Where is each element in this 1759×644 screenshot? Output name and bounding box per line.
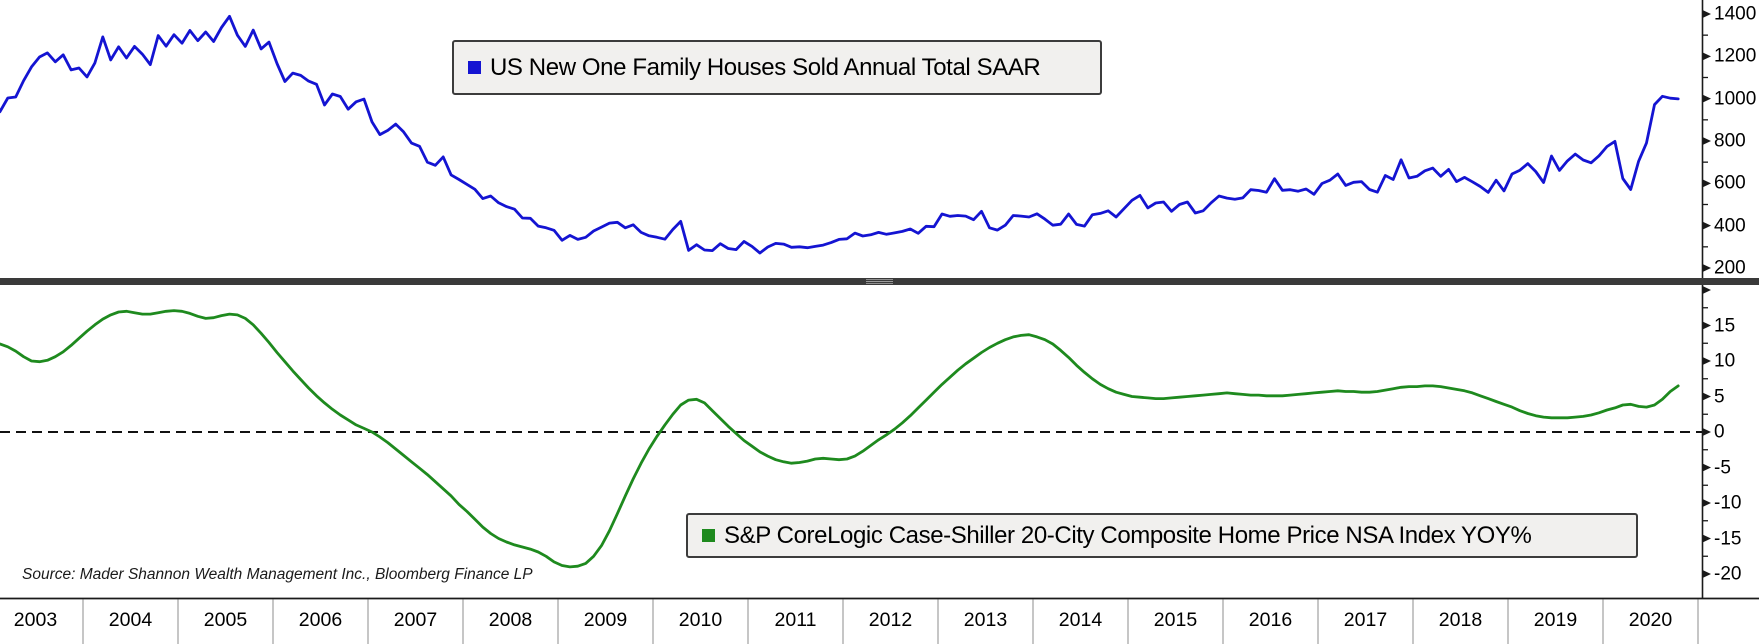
major-tick <box>1702 9 1711 18</box>
y-tick-label: 800 <box>1714 130 1746 152</box>
y-tick-label: 1400 <box>1714 3 1757 25</box>
year-label: 2016 <box>1248 609 1293 631</box>
y-tick-label: -15 <box>1714 528 1742 549</box>
major-tick <box>1702 463 1711 472</box>
year-label: 2013 <box>963 609 1008 631</box>
y-tick-label: -5 <box>1714 457 1731 478</box>
major-tick <box>1702 428 1711 436</box>
green-series-swatch-icon <box>702 529 715 542</box>
y-tick-label: 1000 <box>1714 88 1757 110</box>
year-label: 2014 <box>1058 609 1103 631</box>
major-tick <box>1702 136 1711 145</box>
y-tick-label: 15 <box>1714 315 1736 336</box>
y-tick-label: -10 <box>1714 492 1742 514</box>
year-label: 2020 <box>1628 609 1673 631</box>
major-tick <box>1702 534 1711 543</box>
y-tick-label: 0 <box>1714 421 1725 443</box>
major-tick <box>1702 221 1711 230</box>
year-label: 2018 <box>1438 609 1483 631</box>
year-label: 2007 <box>393 609 438 631</box>
major-tick <box>1702 286 1711 294</box>
year-label: 2004 <box>108 609 153 631</box>
year-label: 2017 <box>1343 609 1388 631</box>
y-tick-label: 5 <box>1714 386 1725 407</box>
y-tick-label: 400 <box>1714 215 1746 237</box>
houses-sold-line <box>0 14 1680 255</box>
year-label: 2006 <box>298 609 343 631</box>
legend-houses-sold-label: US New One Family Houses Sold Annual Tot… <box>490 53 1041 81</box>
legend-case-shiller[interactable]: S&P CoreLogic Case-Shiller 20-City Compo… <box>686 513 1638 558</box>
y-tick-label: 1200 <box>1714 45 1757 67</box>
major-tick <box>1702 179 1711 188</box>
major-tick <box>1702 357 1711 365</box>
case-shiller-line <box>0 309 1680 569</box>
y-tick-label: 10 <box>1714 350 1736 372</box>
year-label: 2003 <box>13 609 58 631</box>
source-note: Source: Mader Shannon Wealth Management … <box>22 566 533 583</box>
y-tick-label: 600 <box>1714 172 1746 194</box>
year-label: 2010 <box>678 609 723 631</box>
major-tick <box>1702 321 1711 330</box>
major-tick <box>1702 263 1711 272</box>
year-label: 2005 <box>203 609 248 631</box>
legend-houses-sold[interactable]: US New One Family Houses Sold Annual Tot… <box>452 40 1102 95</box>
year-label: 2012 <box>868 609 913 631</box>
year-label: 2015 <box>1153 609 1198 631</box>
year-label: 2011 <box>774 609 817 631</box>
major-tick <box>1702 499 1711 507</box>
year-label: 2019 <box>1533 609 1578 631</box>
major-tick <box>1702 52 1711 61</box>
y-tick-label: -20 <box>1714 563 1742 585</box>
year-label: 2008 <box>488 609 533 631</box>
major-tick <box>1702 392 1711 401</box>
major-tick <box>1702 570 1711 578</box>
blue-series-swatch-icon <box>468 61 481 74</box>
year-label: 2009 <box>583 609 628 631</box>
major-tick <box>1702 94 1711 103</box>
legend-case-shiller-label: S&P CoreLogic Case-Shiller 20-City Compo… <box>724 521 1532 549</box>
y-tick-label: 200 <box>1714 257 1746 279</box>
